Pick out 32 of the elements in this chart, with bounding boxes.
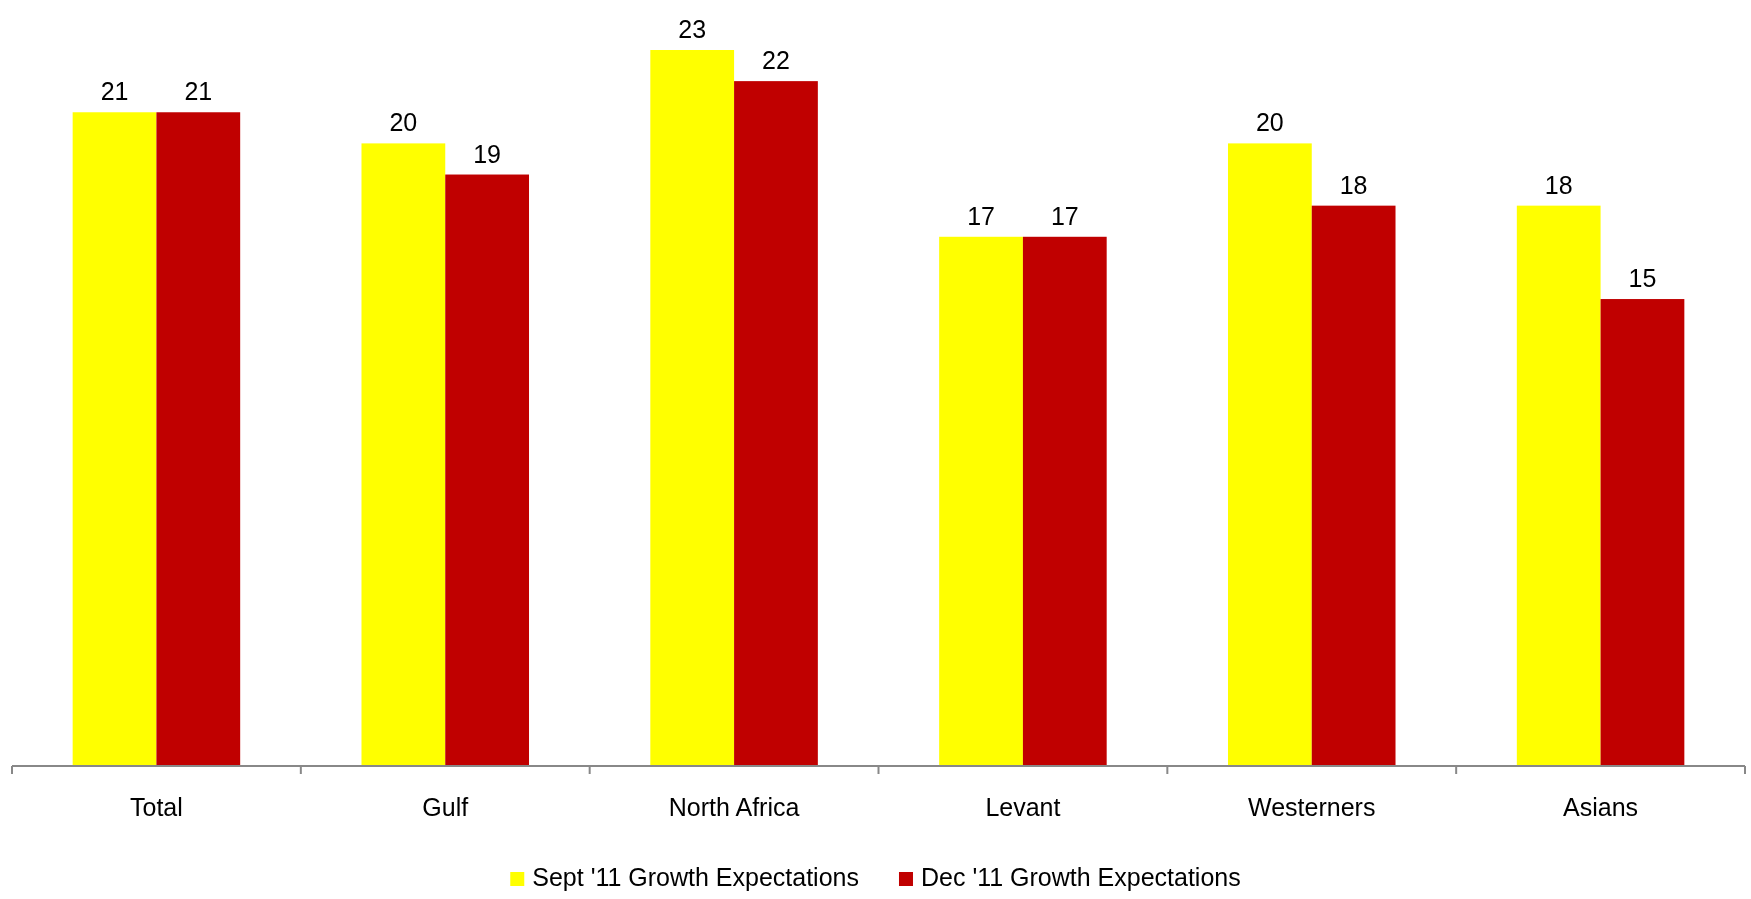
data-label: 18 [1544,170,1573,199]
x-tick-label: Levant [985,793,1061,821]
x-tick-label: Gulf [422,793,469,821]
data-label: 21 [184,77,213,106]
data-label: 18 [1339,170,1368,199]
bar [1227,143,1312,766]
bar [734,81,818,766]
data-label: 20 [389,108,418,137]
data-label: 21 [100,77,129,106]
data-label: 15 [1628,264,1657,293]
data-label: 22 [762,46,790,75]
bar [1311,205,1396,766]
bar [445,174,530,766]
bar [156,112,241,766]
x-tick-label: Asians [1563,793,1639,821]
x-tick-label: Westerners [1248,793,1376,821]
bar [650,50,735,766]
data-label: 17 [967,201,995,230]
bar [361,143,446,766]
legend-label: Sept '11 Growth Expectations [532,863,859,891]
x-tick-label: North Africa [668,793,800,821]
legend-label: Dec '11 Growth Expectations [920,863,1241,891]
data-label: 20 [1255,108,1284,137]
x-tick-label: Total [130,793,183,821]
data-label: 19 [473,139,502,168]
data-label: 23 [678,15,707,43]
data-label: 17 [1050,201,1079,230]
bar [1516,205,1601,766]
bar [72,112,157,766]
bar [1600,299,1685,766]
bar [939,236,1023,766]
bar [1022,236,1107,766]
